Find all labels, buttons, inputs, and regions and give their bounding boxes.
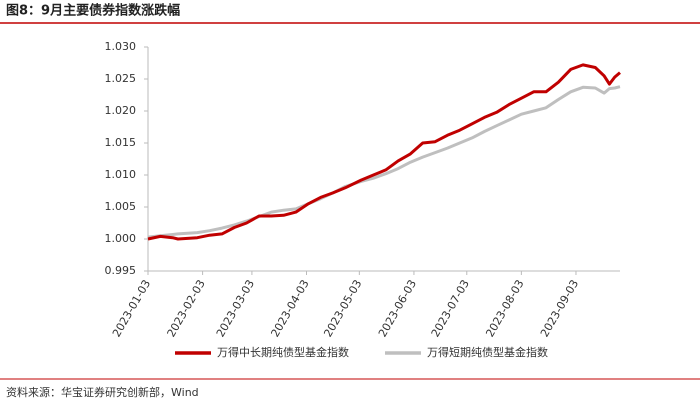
x-tick-label: 2023-04-03 <box>268 278 311 340</box>
y-tick-label: 1.020 <box>105 104 137 117</box>
y-tick-label: 1.025 <box>105 72 137 85</box>
x-tick-label: 2023-09-03 <box>538 278 581 340</box>
x-tick-label: 2023-01-03 <box>110 278 153 340</box>
series-line <box>147 85 621 239</box>
y-tick-label: 1.015 <box>105 136 137 149</box>
x-tick-label: 2023-05-03 <box>321 278 364 340</box>
chart-title: 图8：9月主要债券指数涨跌幅 <box>6 3 180 19</box>
series-line <box>147 63 621 241</box>
y-tick-label: 0.995 <box>105 264 137 277</box>
legend-label: 万得中长期纯债型基金指数 <box>217 345 349 359</box>
x-tick-label: 2023-06-03 <box>376 278 419 340</box>
source: 资料来源：华宝证券研究创新部，Wind <box>6 385 199 399</box>
y-tick-label: 1.005 <box>105 200 137 213</box>
x-tick-label: 2023-08-03 <box>483 278 526 340</box>
x-tick-label: 2023-03-03 <box>214 278 257 340</box>
x-tick-label: 2023-02-03 <box>165 278 208 340</box>
y-tick-label: 1.010 <box>105 168 137 181</box>
legend-label: 万得短期纯债型基金指数 <box>427 345 548 359</box>
y-tick-label: 1.000 <box>105 232 137 245</box>
x-tick-label: 2023-07-03 <box>429 278 472 340</box>
y-tick-label: 1.030 <box>105 40 137 53</box>
